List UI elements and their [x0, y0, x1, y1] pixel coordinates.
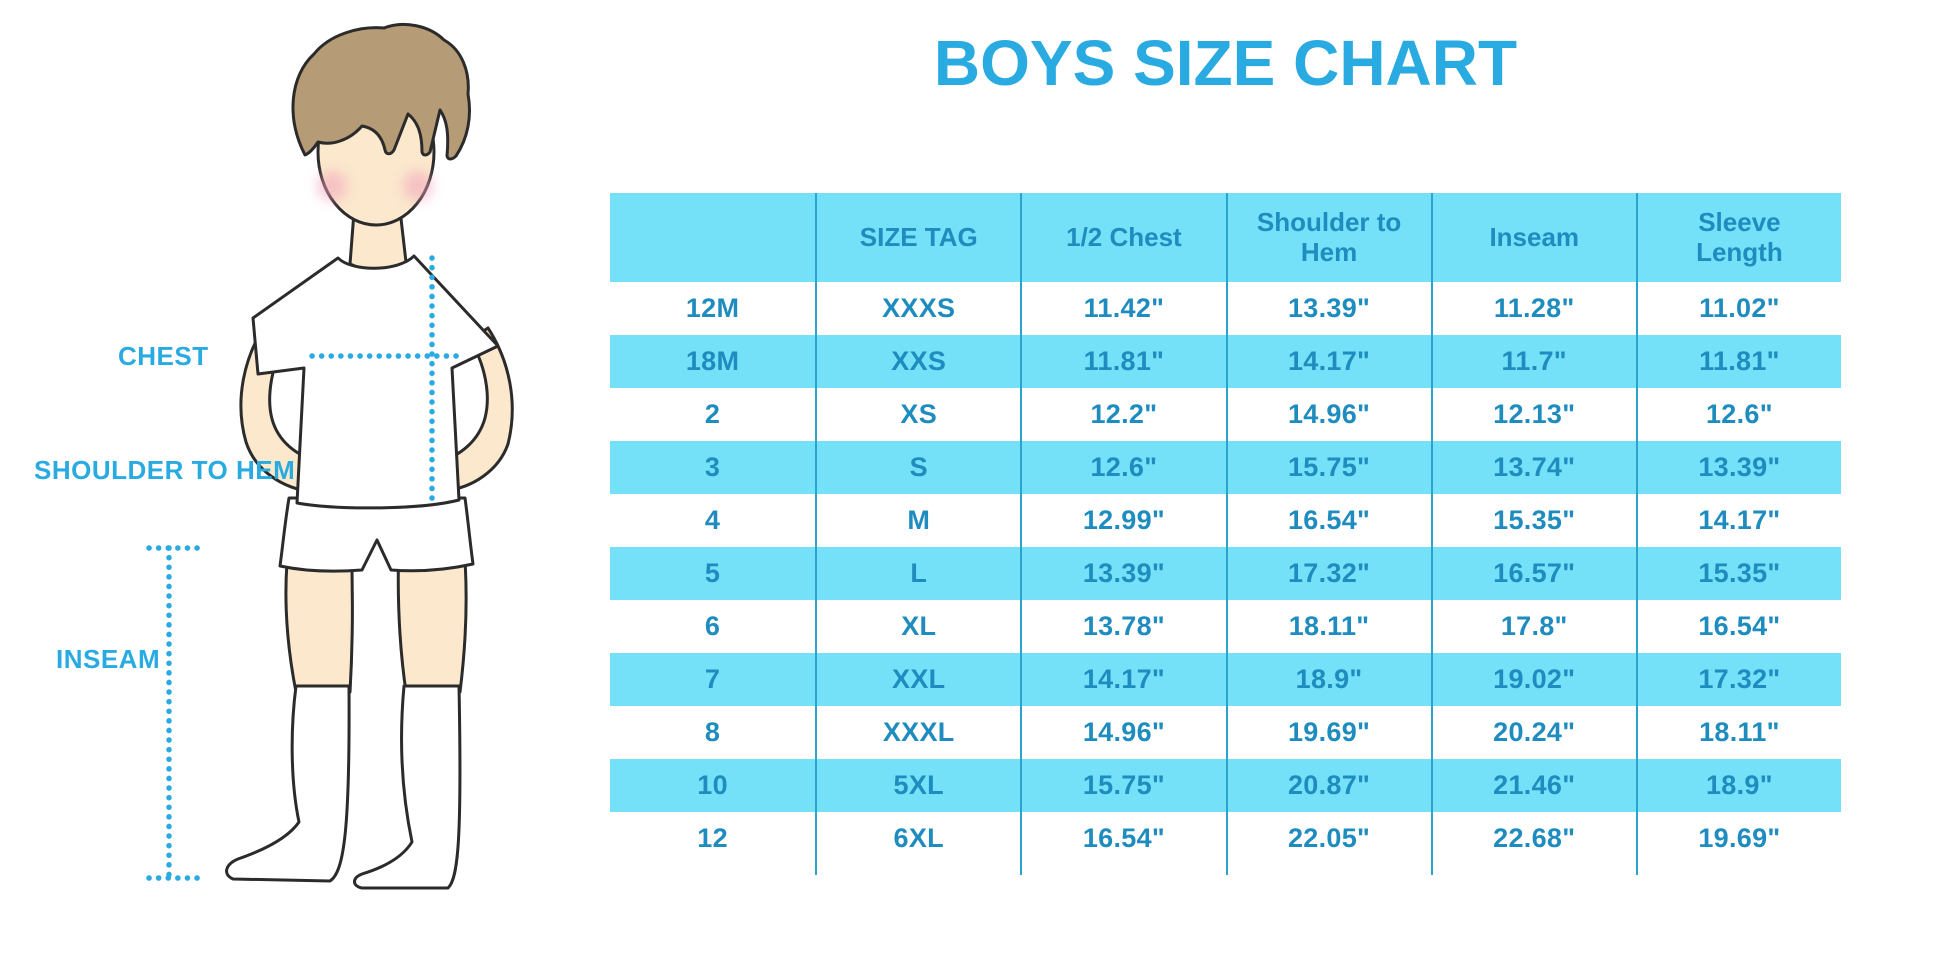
size-value: 16.54"	[1635, 600, 1841, 653]
size-value: 22.05"	[1225, 812, 1431, 865]
size-value: XXS	[815, 335, 1021, 388]
inseam-label: INSEAM	[56, 644, 161, 674]
size-value: 11.81"	[1020, 335, 1226, 388]
row-label: 8	[704, 717, 721, 747]
size-value: 15.75"	[1020, 759, 1226, 812]
size-value: 21.46"	[1430, 759, 1636, 812]
right-sock	[353, 684, 462, 890]
size-value: XL	[815, 600, 1020, 653]
size-value: 22.68"	[1430, 812, 1636, 865]
size-value: 5XL	[815, 759, 1021, 812]
size-value: 13.39"	[1020, 547, 1226, 600]
size-value: 6XL	[815, 812, 1020, 865]
size-value: 14.17"	[1020, 653, 1226, 706]
table-border-stub	[1430, 865, 1636, 875]
size-value: 20.24"	[1430, 706, 1636, 759]
size-value: XXL	[815, 653, 1021, 706]
size-value: XXXS	[815, 282, 1020, 335]
t-shirt	[251, 254, 500, 510]
table-border-stub	[610, 865, 815, 875]
size-value: XS	[815, 388, 1020, 441]
row-label: 3	[610, 441, 816, 494]
header-cell: Shoulder to Hem	[1225, 193, 1431, 282]
boy-figure-svg	[146, 22, 514, 890]
page-title: BOYS SIZE CHART	[933, 27, 1518, 99]
row-label: 2	[704, 399, 721, 429]
size-value: 13.39"	[1635, 441, 1841, 494]
size-value: XXXL	[815, 706, 1020, 759]
table-border-stub	[1635, 865, 1841, 875]
size-value: 12.2"	[1020, 388, 1225, 441]
size-value: L	[815, 547, 1021, 600]
size-value: 11.02"	[1635, 282, 1841, 335]
row-label: 6	[704, 611, 721, 641]
size-value: 17.8"	[1430, 600, 1636, 653]
row-label: 4	[704, 505, 721, 535]
right-blush	[403, 171, 433, 201]
size-value: 12.99"	[1020, 494, 1225, 547]
size-value: 15.35"	[1635, 547, 1841, 600]
size-value: 18.11"	[1225, 600, 1431, 653]
size-value: 11.7"	[1430, 335, 1636, 388]
size-value: 11.28"	[1430, 282, 1636, 335]
size-value: M	[815, 494, 1020, 547]
header-cell: Inseam	[1430, 193, 1636, 282]
table-border-stub	[1225, 865, 1431, 875]
size-value: 19.02"	[1430, 653, 1636, 706]
table-border-stub	[815, 865, 1020, 875]
left-blush	[317, 171, 347, 201]
size-value: 17.32"	[1225, 547, 1431, 600]
size-value: 16.54"	[1225, 494, 1431, 547]
size-value: 18.9"	[1635, 759, 1841, 812]
size-value: 12.6"	[1020, 441, 1226, 494]
row-label: 10	[610, 759, 816, 812]
size-value: 16.54"	[1020, 812, 1225, 865]
header-cell-empty	[610, 193, 816, 282]
size-value: 11.81"	[1635, 335, 1841, 388]
left-sock	[225, 684, 351, 883]
size-value: 11.42"	[1020, 282, 1225, 335]
size-value: 13.78"	[1020, 600, 1225, 653]
size-value: 14.96"	[1020, 706, 1225, 759]
size-value: 12.13"	[1430, 388, 1636, 441]
header-cell: 1/2 Chest	[1020, 193, 1226, 282]
size-value: 15.35"	[1430, 494, 1636, 547]
row-label: 18M	[610, 335, 816, 388]
row-label: 7	[610, 653, 816, 706]
table-border-stub	[1020, 865, 1225, 875]
hair	[291, 22, 471, 161]
row-label: 12M	[685, 293, 740, 323]
boy-measurement-illustration	[0, 0, 560, 973]
size-value: 14.96"	[1225, 388, 1431, 441]
size-value: 18.9"	[1225, 653, 1431, 706]
shorts	[278, 496, 475, 573]
size-value: 20.87"	[1225, 759, 1431, 812]
size-value: 16.57"	[1430, 547, 1636, 600]
size-value: 17.32"	[1635, 653, 1841, 706]
header-cell: Sleeve Length	[1635, 193, 1841, 282]
row-label: 12	[697, 823, 728, 853]
size-value: 19.69"	[1225, 706, 1431, 759]
shoulder-to-hem-label: SHOULDER TO HEM	[34, 455, 296, 485]
size-table: SIZE TAG 1/2 Chest Shoulder to Hem Inseam Sl…	[610, 193, 1841, 875]
row-label: 5	[610, 547, 816, 600]
size-value: 19.69"	[1635, 812, 1841, 865]
size-value: 14.17"	[1635, 494, 1841, 547]
size-value: 18.11"	[1635, 706, 1841, 759]
size-value: 12.6"	[1635, 388, 1841, 441]
size-value: S	[815, 441, 1021, 494]
size-value: 15.75"	[1225, 441, 1431, 494]
size-value: 13.74"	[1430, 441, 1636, 494]
size-value: 13.39"	[1225, 282, 1431, 335]
header-cell: SIZE TAG	[815, 193, 1021, 282]
size-value: 14.17"	[1225, 335, 1431, 388]
chest-label: CHEST	[118, 341, 209, 371]
